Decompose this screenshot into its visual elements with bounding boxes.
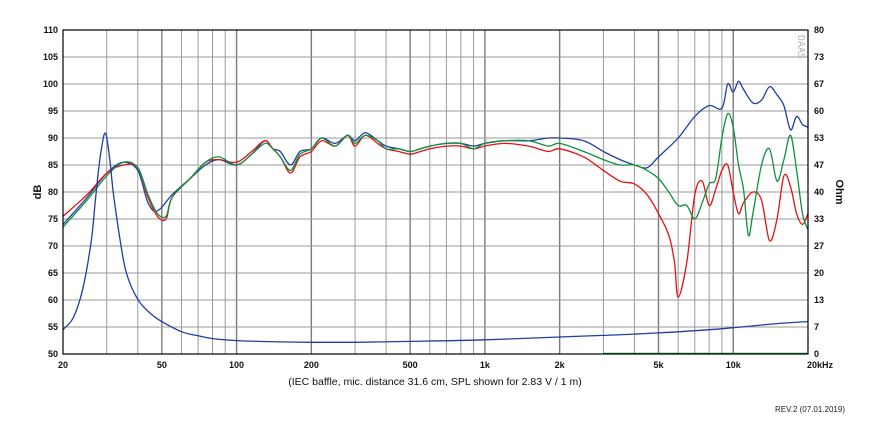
y2-tick-label: 53: [814, 133, 824, 143]
y2-tick-label: 13: [814, 295, 824, 305]
y2-tick-label: 20: [814, 268, 824, 278]
y2-tick-label: 27: [814, 241, 824, 251]
grid: [63, 30, 808, 354]
right-axis-ticks: 80 73 67 60 53 47 40 33 27 20 13 7 0: [814, 25, 824, 359]
y2-tick-label: 40: [814, 187, 824, 197]
y-tick-label: 70: [48, 241, 58, 251]
y-tick-label: 100: [43, 79, 58, 89]
revision-label: REV.2 (07.01.2019): [775, 405, 845, 414]
y2-tick-label: 47: [814, 160, 824, 170]
impedance-curve: [62, 132, 809, 343]
x-tick-label: 100: [229, 360, 244, 370]
y-tick-label: 105: [43, 52, 58, 62]
left-axis-ticks: 110 105 100 95 90 85 80 75 70 65 60 55 50: [43, 25, 58, 359]
y-tick-label: 80: [48, 187, 58, 197]
x-tick-label: 2k: [555, 360, 566, 370]
y-tick-label: 95: [48, 106, 58, 116]
y2-tick-label: 33: [814, 214, 824, 224]
y2-tick-label: 80: [814, 25, 824, 35]
response-curve-green: [62, 112, 809, 237]
y-tick-label: 75: [48, 214, 58, 224]
y2-tick-label: 67: [814, 79, 824, 89]
x-tick-label: 500: [403, 360, 418, 370]
y2-tick-label: 60: [814, 106, 824, 116]
chart-caption: (IEC baffle, mic. distance 31.6 cm, SPL …: [288, 376, 582, 388]
y-tick-label: 65: [48, 268, 58, 278]
x-tick-label: 50: [157, 360, 167, 370]
y2-tick-label: 73: [814, 52, 824, 62]
y-tick-label: 85: [48, 160, 58, 170]
watermark-logo: DAAS: [795, 35, 806, 59]
x-axis-ticks: 20 50 100 200 500 1k 2k 5k 10k 20kHz: [58, 360, 834, 370]
y-tick-label: 60: [48, 295, 58, 305]
y-tick-label: 55: [48, 322, 58, 332]
y-axis-title: dB: [32, 185, 44, 200]
plot-frame: [62, 29, 809, 355]
y-tick-label: 90: [48, 133, 58, 143]
y2-axis-title: Ohm: [833, 179, 845, 204]
x-tick-label: 10k: [726, 360, 742, 370]
y-tick-label: 110: [43, 25, 58, 35]
y2-tick-label: 7: [814, 322, 819, 332]
y-tick-label: 50: [48, 349, 58, 359]
y2-tick-label: 0: [814, 349, 819, 359]
x-tick-label: 1k: [480, 360, 491, 370]
x-tick-label: 20kHz: [807, 360, 834, 370]
x-tick-label: 5k: [653, 360, 664, 370]
x-tick-label: 200: [304, 360, 319, 370]
x-tick-label: 20: [58, 360, 68, 370]
